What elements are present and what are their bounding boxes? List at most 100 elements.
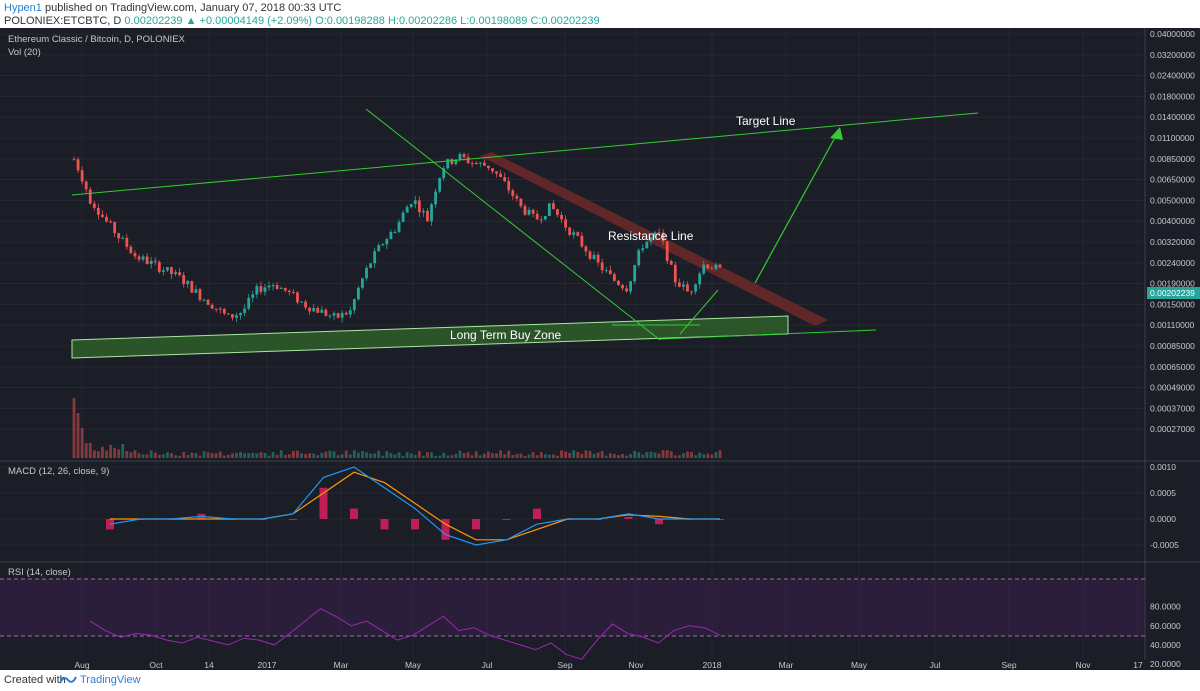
volume-bar — [381, 455, 385, 458]
volume-bar — [178, 455, 182, 458]
volume-bar — [133, 450, 137, 458]
candle-body — [698, 273, 702, 285]
time-tick-label: Sep — [1001, 660, 1016, 670]
macd-tick-label: 0.0000 — [1150, 514, 1176, 524]
volume-bar — [352, 450, 356, 458]
time-tick-label: Nov — [628, 660, 644, 670]
lower-support-line — [659, 329, 877, 340]
volume-bar — [96, 451, 100, 458]
volume-bar — [637, 452, 641, 458]
resistance-channel — [480, 152, 828, 326]
candle-body — [312, 307, 316, 312]
symbol-info: POLONIEX:ETCBTC, D 0.00202239 ▲ +0.00004… — [4, 15, 600, 27]
macd-label: MACD (12, 26, close, 9) — [8, 466, 109, 477]
volume-bar — [357, 452, 360, 458]
candle-body — [535, 213, 539, 220]
candle-body — [279, 287, 283, 289]
volume-bar — [665, 450, 669, 458]
candle-body — [308, 307, 312, 312]
volume-bar — [157, 454, 161, 458]
volume-bar — [621, 453, 624, 458]
candle-body — [478, 162, 482, 164]
candle-body — [231, 314, 234, 318]
volume-bar — [332, 451, 336, 458]
volume-bar — [255, 453, 259, 458]
volume-bar — [365, 452, 368, 458]
candle-body — [413, 200, 417, 205]
volume-bar — [547, 454, 551, 458]
volume-bar — [694, 455, 698, 458]
candle-body — [405, 206, 409, 213]
candle-body — [686, 284, 689, 292]
volume-bar — [543, 454, 547, 458]
candle-body — [507, 181, 511, 191]
volume-bar — [291, 451, 295, 458]
candle-body — [580, 235, 584, 247]
volume-bar — [409, 453, 413, 458]
candle-body — [332, 313, 336, 316]
candle-body — [210, 304, 214, 309]
price-tick-label: 0.00500000 — [1150, 195, 1195, 205]
price-tick-label: 0.04000000 — [1150, 29, 1195, 39]
candle-body — [373, 251, 377, 264]
volume-bar — [92, 450, 96, 458]
candle-body — [604, 270, 608, 272]
volume-bar — [222, 455, 226, 458]
volume-bar — [389, 453, 393, 458]
candle-body — [340, 312, 344, 318]
rsi-band — [0, 579, 1145, 636]
volume-bar — [539, 452, 543, 458]
volume-bar — [641, 454, 645, 458]
volume-bar — [682, 453, 685, 458]
candle-body — [596, 254, 600, 263]
author-link[interactable]: Hypen1 — [4, 2, 42, 14]
volume-bar — [604, 455, 608, 458]
price-tick-label: 0.00320000 — [1150, 237, 1195, 247]
volume-bar — [145, 454, 149, 458]
volume-bar — [426, 452, 429, 458]
volume-bar — [511, 454, 515, 458]
volume-bar — [393, 454, 397, 458]
candle-body — [499, 173, 503, 177]
upper-trend-line — [71, 112, 979, 196]
candle-body — [657, 232, 661, 234]
volume-bar — [466, 452, 470, 458]
candle-body — [324, 309, 328, 316]
candle-body — [661, 232, 665, 242]
price-tick-label: 0.00650000 — [1150, 175, 1195, 185]
macd-histogram-bar — [533, 508, 541, 519]
candle-body — [222, 309, 226, 314]
volume-bar — [523, 455, 527, 458]
candle-body — [438, 178, 442, 192]
volume-bar — [247, 453, 251, 458]
volume-bar — [491, 453, 494, 458]
candle-body — [442, 168, 446, 179]
volume-bar — [369, 453, 372, 458]
volume-bar — [198, 455, 202, 458]
candle-body — [198, 289, 202, 300]
volume-bar — [377, 450, 381, 458]
chart-area[interactable]: Target Line Resistance Line Long Term Bu… — [0, 28, 1200, 670]
macd-histogram-bar — [472, 519, 480, 530]
candle-body — [523, 206, 527, 215]
volume-bar — [161, 454, 165, 458]
chart-svg[interactable]: Target Line Resistance Line Long Term Bu… — [0, 28, 1200, 670]
tradingview-link[interactable]: TradingView — [80, 674, 141, 686]
volume-bar — [531, 452, 535, 458]
volume-bar — [348, 454, 352, 458]
candle-body — [170, 267, 173, 275]
macd-tick-label: -0.0005 — [1150, 540, 1179, 550]
candle-body — [426, 210, 429, 222]
volume-bar — [243, 453, 247, 458]
volume-bar — [677, 455, 681, 458]
volume-bar — [515, 453, 519, 458]
candle-body — [495, 171, 498, 174]
volume-bar — [446, 455, 450, 458]
candle-body — [320, 309, 324, 313]
volume-bar — [405, 452, 409, 458]
volume-bar — [304, 454, 307, 458]
volume-bar — [519, 453, 523, 458]
volume-bar — [206, 452, 210, 458]
candle-body — [588, 251, 592, 259]
volume-bar — [328, 450, 332, 458]
